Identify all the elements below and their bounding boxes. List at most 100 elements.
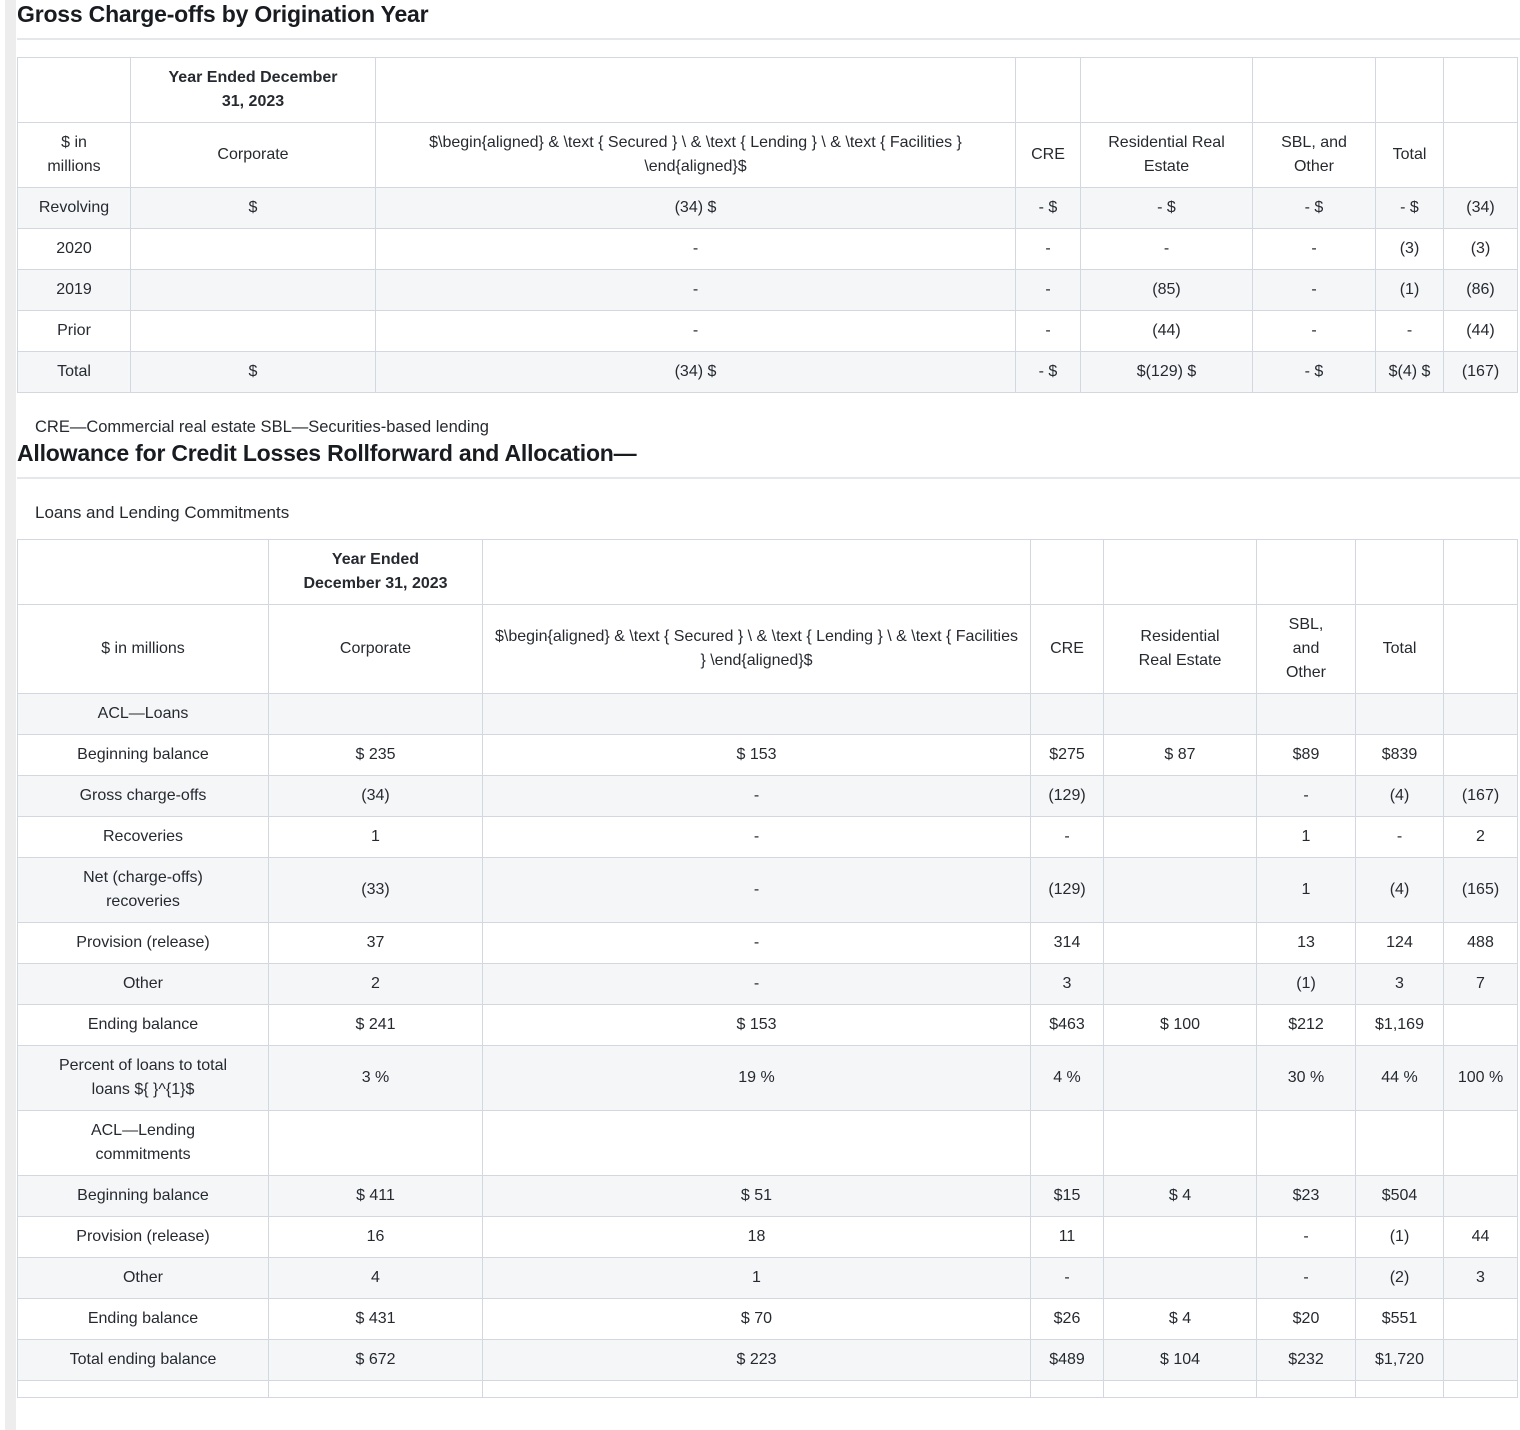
row-label-cell: Gross charge-offs (17, 775, 269, 817)
value-cell: $ 100 (1103, 1004, 1257, 1046)
header-cell (1443, 57, 1518, 123)
header-cell (1256, 539, 1356, 605)
header-cell (1375, 57, 1444, 123)
value-cell: - (1256, 1216, 1356, 1258)
value-cell (1103, 1216, 1257, 1258)
value-cell: $ 235 (268, 734, 483, 776)
table-row: Total $ (34) $ - $ $(129) $ - $ $(4) $ (167) (17, 351, 1518, 393)
value-cell: $275 (1030, 734, 1104, 776)
header-cell (375, 57, 1016, 123)
header-row: $ in millions Corporate $\begin{aligned} &… (17, 122, 1518, 188)
value-cell: - (375, 269, 1016, 311)
header-cell: Residential Real Estate (1103, 604, 1257, 694)
section-divider (17, 477, 1520, 479)
header-cell (1355, 539, 1444, 605)
row-label-cell: Provision (release) (17, 1216, 269, 1258)
row-label-cell: ACL—Lending commitments (17, 1110, 269, 1176)
header-cell: Residential Real Estate (1080, 122, 1253, 188)
value-cell: $ 411 (268, 1175, 483, 1217)
value-cell: (4) (1355, 857, 1444, 923)
row-label-cell: Total ending balance (17, 1339, 269, 1381)
value-cell: $ (130, 351, 376, 393)
table-row: Beginning balance $ 411 $ 51 $15 $ 4 $23 $504 (17, 1175, 1518, 1217)
value-cell: 44 % (1355, 1045, 1444, 1111)
value-cell: 1 (482, 1257, 1031, 1299)
value-cell: - (1355, 816, 1444, 858)
value-cell: $1,720 (1355, 1339, 1444, 1381)
table-row: 2019- - (85) - (1) (86) (17, 269, 1518, 311)
value-cell (268, 1110, 483, 1176)
table-row: ACL—Lending commitments (17, 1110, 1518, 1176)
value-cell: - (1030, 1257, 1104, 1299)
value-cell (1443, 1110, 1518, 1176)
table-row: Other 4 1- - (2) 3 (17, 1257, 1518, 1299)
header-cell: Total (1375, 122, 1444, 188)
value-cell: - (375, 310, 1016, 352)
value-cell (1443, 1175, 1518, 1217)
row-label-cell: Beginning balance (17, 734, 269, 776)
value-cell: $ 223 (482, 1339, 1031, 1381)
value-cell: 2 (1443, 816, 1518, 858)
value-cell (482, 1110, 1031, 1176)
value-cell: - (1030, 816, 1104, 858)
value-cell: - (375, 228, 1016, 270)
value-cell: $ 672 (268, 1339, 483, 1381)
value-cell: 488 (1443, 922, 1518, 964)
value-cell (1355, 693, 1444, 735)
value-cell: $489 (1030, 1339, 1104, 1381)
value-cell (1443, 1339, 1518, 1381)
value-cell: 7 (1443, 963, 1518, 1005)
value-cell: 3 (1030, 963, 1104, 1005)
value-cell: $15 (1030, 1175, 1104, 1217)
value-cell: - (1252, 269, 1376, 311)
row-label-cell: Recoveries (17, 816, 269, 858)
header-cell: $ in millions (17, 604, 269, 694)
value-cell (1103, 1257, 1257, 1299)
value-cell: (1) (1375, 269, 1444, 311)
value-cell: (34) (268, 775, 483, 817)
table-row: ACL—Loans (17, 693, 1518, 735)
value-cell: 11 (1030, 1216, 1104, 1258)
value-cell: (34) $ (375, 187, 1016, 229)
value-cell: - (1015, 310, 1081, 352)
value-cell (1103, 963, 1257, 1005)
value-cell: (2) (1355, 1257, 1444, 1299)
value-cell: 4 % (1030, 1045, 1104, 1111)
header-cell (17, 57, 131, 123)
value-cell: - (482, 816, 1031, 858)
header-row: Year Ended December 31, 2023 (17, 57, 1518, 123)
header-row: Year Ended December 31, 2023 (17, 539, 1518, 605)
value-cell: - (482, 775, 1031, 817)
section-title-gross-charge-offs: Gross Charge-offs by Origination Year (17, 1, 429, 27)
value-cell: - (1252, 228, 1376, 270)
value-cell: 44 (1443, 1216, 1518, 1258)
value-cell: (129) (1030, 857, 1104, 923)
value-cell: $ (130, 187, 376, 229)
value-cell (1030, 693, 1104, 735)
value-cell (482, 1380, 1031, 1398)
header-cell: Corporate (130, 122, 376, 188)
header-cell (1252, 57, 1376, 123)
value-cell: 3 % (268, 1045, 483, 1111)
value-cell (268, 693, 483, 735)
value-cell (1256, 693, 1356, 735)
value-cell: - $ (1375, 187, 1444, 229)
header-cell (1080, 57, 1253, 123)
table-row: Provision (release) 37-314 13 124 488 (17, 922, 1518, 964)
value-cell: $232 (1256, 1339, 1356, 1381)
value-cell: 30 % (1256, 1045, 1356, 1111)
value-cell: $463 (1030, 1004, 1104, 1046)
value-cell (268, 1380, 483, 1398)
header-cell (1030, 539, 1104, 605)
value-cell (1103, 816, 1257, 858)
value-cell (1030, 1380, 1104, 1398)
value-cell: 1 (1256, 816, 1356, 858)
value-cell: (1) (1256, 963, 1356, 1005)
value-cell: - $ (1015, 351, 1081, 393)
header-cell (17, 539, 269, 605)
value-cell: (3) (1443, 228, 1518, 270)
value-cell: 16 (268, 1216, 483, 1258)
table-row: Other 2-3 (1) 3 7 (17, 963, 1518, 1005)
value-cell: (85) (1080, 269, 1253, 311)
header-cell: Total (1355, 604, 1444, 694)
